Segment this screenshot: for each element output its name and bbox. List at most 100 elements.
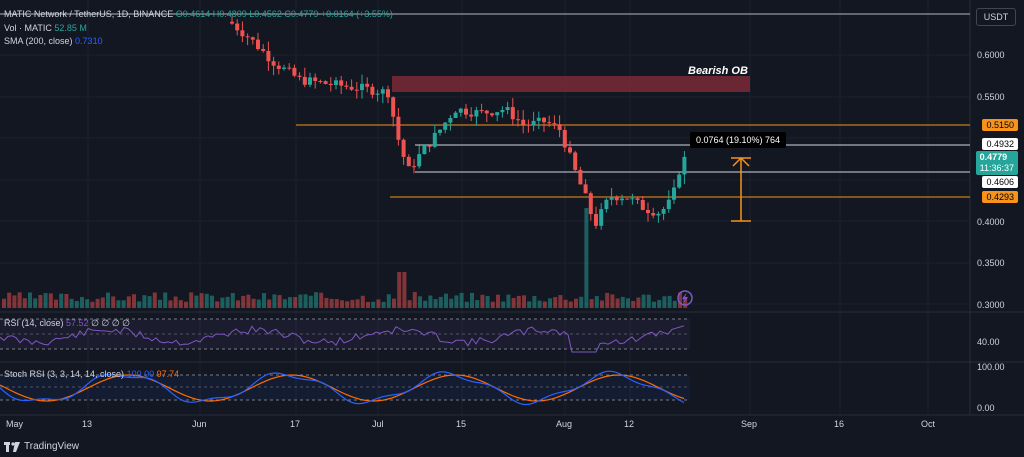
volume-bar bbox=[501, 301, 506, 308]
candle-body bbox=[614, 196, 619, 201]
current-price: 0.4779 bbox=[979, 152, 1008, 162]
candle-body bbox=[365, 83, 370, 87]
candle-body bbox=[412, 166, 416, 168]
candle-body bbox=[625, 198, 630, 200]
volume-bar bbox=[459, 292, 464, 308]
candle-body bbox=[573, 152, 578, 170]
sma-legend[interactable]: SMA (200, close) 0.7310 bbox=[4, 36, 103, 46]
volume-bar bbox=[584, 208, 589, 308]
candle-body bbox=[401, 139, 406, 157]
time-tick: Jun bbox=[192, 419, 207, 429]
volume-bar bbox=[74, 300, 79, 308]
candle-body bbox=[620, 198, 624, 201]
candle-body bbox=[448, 117, 453, 123]
candle-body bbox=[235, 23, 240, 31]
volume-bar bbox=[371, 301, 376, 308]
volume-bar bbox=[537, 300, 542, 308]
symbol-legend[interactable]: MATIC Network / TetherUS, 1D, BINANCE O0… bbox=[4, 9, 393, 19]
time-tick: 15 bbox=[456, 419, 467, 429]
candle-body bbox=[562, 130, 567, 148]
volume-bar bbox=[407, 300, 412, 308]
candle-body bbox=[386, 89, 390, 98]
candle-body bbox=[526, 124, 531, 126]
candle-body bbox=[640, 199, 645, 210]
volume-bar bbox=[641, 294, 646, 308]
currency-button[interactable]: USDT bbox=[976, 8, 1016, 26]
ohlc-values: O0.4614 H0.4809 L0.4562 C0.4779 +0.0164 … bbox=[175, 9, 393, 19]
candle-body bbox=[458, 108, 463, 113]
volume-bar bbox=[298, 294, 303, 308]
volume-bar bbox=[90, 301, 95, 308]
price-axis[interactable]: 0.6000 0.5500 0.4000 0.3500 0.3000 40.00… bbox=[977, 50, 1005, 413]
volume-bar bbox=[444, 293, 448, 308]
stoch-legend[interactable]: Stoch RSI (3, 3, 14, 14, close) 100.00 9… bbox=[4, 369, 179, 379]
volume-bar bbox=[80, 296, 84, 308]
lightning-icon[interactable] bbox=[677, 290, 693, 306]
volume-bar bbox=[267, 299, 272, 308]
stoch-d-value: 97.74 bbox=[156, 369, 180, 379]
candle-body bbox=[500, 109, 505, 113]
candle-body bbox=[261, 49, 266, 51]
volume-bar bbox=[194, 295, 199, 308]
rsi-legend[interactable]: RSI (14, close) 57.52 ∅ ∅ ∅ ∅ bbox=[4, 318, 130, 329]
candle-body bbox=[490, 113, 494, 116]
volume-bar bbox=[600, 300, 604, 308]
candle-body bbox=[271, 61, 276, 66]
candle-body bbox=[302, 76, 307, 85]
volume-bar bbox=[412, 292, 417, 308]
candle-body bbox=[391, 97, 396, 117]
volume-bar bbox=[366, 301, 370, 308]
volume-bar bbox=[210, 295, 214, 308]
price-tick: 0.5500 bbox=[977, 92, 1005, 102]
volume-bar bbox=[626, 298, 630, 308]
candle-body bbox=[521, 119, 526, 125]
candle-body bbox=[438, 129, 442, 133]
candle-body bbox=[583, 184, 588, 194]
volume-bar bbox=[293, 297, 298, 308]
candle-body bbox=[354, 89, 359, 91]
volume-bar bbox=[470, 292, 474, 308]
volume-bar bbox=[438, 296, 443, 308]
candle-body bbox=[297, 75, 302, 77]
candle-body bbox=[547, 122, 552, 124]
candle-body bbox=[292, 67, 297, 76]
volume-bar bbox=[262, 293, 266, 308]
volume-bar bbox=[376, 299, 381, 308]
time-tick: 13 bbox=[82, 419, 93, 429]
volume-bar bbox=[288, 297, 292, 308]
volume-bar bbox=[132, 294, 136, 308]
candle-body bbox=[380, 89, 385, 94]
volume-legend[interactable]: Vol · MATIC 52.85 M bbox=[4, 23, 87, 33]
candle-body bbox=[536, 117, 541, 121]
bearish-ob-zone[interactable] bbox=[392, 76, 750, 92]
price-tick: 0.3000 bbox=[977, 300, 1005, 310]
candle-body bbox=[323, 81, 328, 84]
candle-body bbox=[432, 132, 437, 147]
volume-bar bbox=[168, 300, 173, 308]
rsi-value: 57.52 bbox=[66, 318, 89, 328]
volume-bar bbox=[236, 300, 240, 308]
candle-body bbox=[479, 110, 484, 112]
candle-body bbox=[240, 30, 245, 37]
volume-bar bbox=[12, 295, 17, 308]
volume-bar bbox=[59, 293, 64, 308]
candle-body bbox=[417, 154, 422, 167]
volume-bar bbox=[230, 292, 235, 308]
bearish-ob-label[interactable]: Bearish OB bbox=[688, 65, 748, 77]
measure-label[interactable]: 0.0764 (19.10%) 764 bbox=[690, 132, 787, 148]
time-tick: Aug bbox=[556, 419, 573, 429]
candle-body bbox=[370, 86, 375, 95]
volume-bar bbox=[199, 293, 204, 308]
volume-bar bbox=[402, 272, 407, 308]
volume-bar bbox=[475, 300, 480, 308]
tradingview-branding[interactable]: TradingView bbox=[4, 441, 79, 452]
candle-body bbox=[339, 80, 344, 86]
volume-bar bbox=[381, 301, 386, 308]
volume-bar bbox=[158, 299, 162, 308]
measure-arrow[interactable] bbox=[731, 156, 751, 222]
candle-body bbox=[396, 116, 401, 140]
candle-body bbox=[656, 213, 661, 216]
candle-body bbox=[672, 187, 676, 200]
candle-body bbox=[245, 36, 250, 38]
